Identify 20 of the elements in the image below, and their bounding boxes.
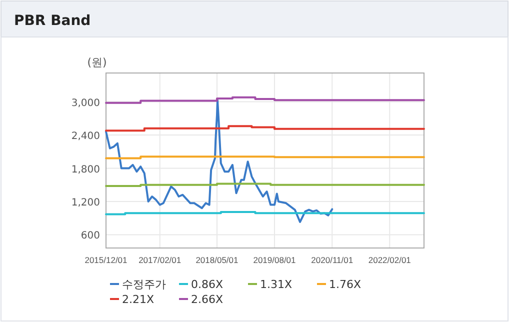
- line-series: [105, 99, 334, 223]
- legend-label: 1.31X: [260, 278, 292, 291]
- x-tick-label: 2017/02/01: [138, 255, 182, 265]
- x-tick-label: 2020/11/01: [311, 255, 354, 265]
- x-tick-label: 2019/08/01: [253, 255, 296, 265]
- x-tick-label: 2022/02/01: [368, 255, 412, 265]
- x-tick-label: 2015/12/01: [84, 255, 128, 265]
- legend-label: 2.21X: [122, 293, 154, 306]
- y-axis-title: (원): [87, 56, 107, 69]
- legend-label: 0.86X: [191, 278, 224, 291]
- chart-title: PBR Band: [14, 13, 91, 29]
- legend-label: 2.66X: [191, 293, 224, 306]
- y-tick-label: 2,400: [71, 131, 100, 142]
- legend-label: 1.76X: [329, 278, 362, 291]
- y-tick-label: 1,200: [71, 197, 100, 208]
- y-tick-label: 1,800: [71, 164, 100, 176]
- y-tick-label: 600: [80, 230, 100, 242]
- x-tick-label: 2018/05/01: [196, 255, 239, 265]
- y-tick-label: 3,000: [71, 98, 100, 109]
- legend-label: 수정주가: [122, 278, 166, 291]
